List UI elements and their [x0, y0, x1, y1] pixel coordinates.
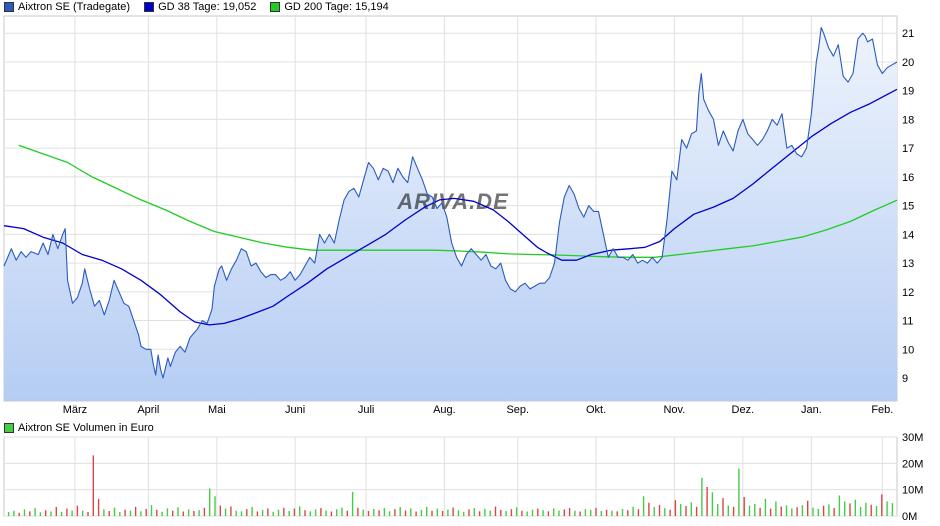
price-y-tick-label: 20	[902, 57, 914, 69]
volume-y-tick-label: 10M	[902, 485, 923, 497]
price-x-tick-label: April	[137, 404, 159, 416]
price-x-tick-label: Feb.	[871, 404, 893, 416]
price-y-tick-label: 9	[902, 373, 908, 385]
watermark-logo: ARIVA.DE	[396, 189, 509, 214]
price-x-tick-label: Jan.	[801, 404, 822, 416]
legend-swatch-stock	[4, 2, 14, 12]
legend-item-gd38[interactable]: GD 38 Tage: 19,052	[144, 1, 256, 13]
price-x-tick-label: Mai	[208, 404, 226, 416]
price-line-stock	[3, 26, 898, 379]
volume-y-tick-label: 0M	[902, 511, 917, 523]
price-y-tick-label: 19	[902, 86, 914, 98]
price-x-tick-label: Sep.	[506, 404, 529, 416]
moving-average-200-line	[18, 144, 898, 258]
legend-swatch-gd38	[144, 2, 155, 12]
legend-item-stock[interactable]: Aixtron SE (Tradegate)	[4, 1, 130, 13]
price-y-tick-label: 15	[902, 201, 914, 213]
price-y-tick-label: 10	[902, 344, 914, 356]
price-x-tick-label: März	[63, 404, 87, 416]
legend-label-stock: Aixtron SE (Tradegate)	[18, 1, 131, 13]
price-legend: Aixtron SE (Tradegate) GD 38 Tage: 19,05…	[4, 0, 403, 14]
volume-y-tick-label: 20M	[902, 458, 923, 470]
legend-label-gd200: GD 200 Tage: 15,194	[284, 1, 389, 13]
price-x-tick-label: Juni	[285, 404, 305, 416]
legend-item-gd200[interactable]: GD 200 Tage: 15,194	[270, 1, 389, 13]
volume-y-tick-label: 30M	[902, 432, 923, 444]
legend-swatch-gd200	[270, 2, 281, 12]
legend-swatch-volume	[4, 423, 14, 433]
price-area-fill	[4, 27, 897, 401]
volume-legend: Aixtron SE Volumen in Euro	[4, 421, 168, 435]
volume-plot-frame	[3, 436, 898, 517]
price-y-tick-label: 21	[902, 28, 914, 40]
legend-item-volume[interactable]: Aixtron SE Volumen in Euro	[4, 422, 154, 434]
legend-label-volume: Aixtron SE Volumen in Euro	[18, 422, 154, 434]
price-y-tick-label: 11	[902, 316, 913, 328]
moving-average-38-line	[3, 88, 898, 326]
price-x-tick-label: Okt.	[586, 404, 606, 416]
price-x-tick-label: Nov.	[663, 404, 685, 416]
price-x-tick-label: Dez.	[732, 404, 755, 416]
legend-label-gd38: GD 38 Tage: 19,052	[158, 1, 257, 13]
price-y-tick-label: 18	[902, 114, 914, 126]
price-x-tick-label: Aug.	[433, 404, 456, 416]
price-y-tick-label: 16	[902, 172, 914, 184]
price-y-tick-label: 14	[902, 229, 914, 241]
price-x-tick-label: Juli	[358, 404, 375, 416]
price-y-tick-label: 12	[902, 287, 914, 299]
price-y-tick-label: 17	[902, 143, 914, 155]
price-y-tick-label: 13	[902, 258, 914, 270]
